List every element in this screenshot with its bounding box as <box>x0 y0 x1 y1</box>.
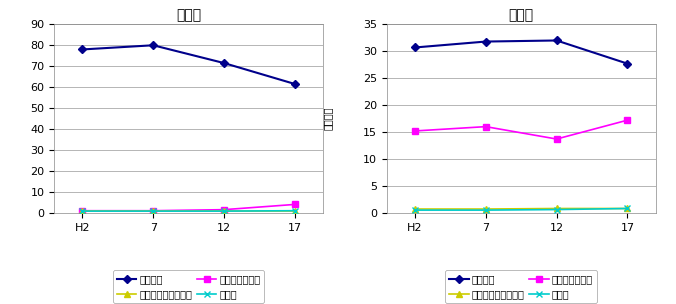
主に仕事 <box>552 39 560 42</box>
主に仕事 <box>220 61 228 65</box>
家事のほか仕事 <box>623 118 631 122</box>
Line: 家事のほか仕事: 家事のほか仕事 <box>412 117 630 142</box>
Line: 主に仕事: 主に仕事 <box>412 38 630 66</box>
休業者 <box>623 207 631 210</box>
家事のほか仕事 <box>220 208 228 212</box>
Line: 家事のほか仕事: 家事のほか仕事 <box>80 202 297 213</box>
主に仕事 <box>149 43 158 47</box>
通学のかたわら仕事 <box>291 209 299 213</box>
休業者 <box>482 208 490 212</box>
休業者 <box>78 209 87 213</box>
通学のかたわら仕事 <box>623 207 631 210</box>
通学のかたわら仕事 <box>482 207 490 211</box>
Line: 休業者: 休業者 <box>80 208 297 214</box>
休業者 <box>220 209 228 213</box>
通学のかたわら仕事 <box>78 209 87 213</box>
休業者 <box>411 208 419 212</box>
休業者 <box>149 209 158 213</box>
Line: 主に仕事: 主に仕事 <box>80 43 297 87</box>
Legend: 主に仕事, 通学のかたわら仕事, 家事のほか仕事, 休業者: 主に仕事, 通学のかたわら仕事, 家事のほか仕事, 休業者 <box>445 271 597 303</box>
主に仕事 <box>482 40 490 43</box>
Title: （男）: （男） <box>176 8 201 22</box>
主に仕事 <box>623 62 631 65</box>
休業者 <box>291 209 299 212</box>
休業者 <box>552 208 560 211</box>
Line: 休業者: 休業者 <box>412 206 630 213</box>
家事のほか仕事 <box>552 137 560 141</box>
Legend: 主に仕事, 通学のかたわら仕事, 家事のほか仕事, 休業者: 主に仕事, 通学のかたわら仕事, 家事のほか仕事, 休業者 <box>113 271 264 303</box>
Title: （女）: （女） <box>508 8 534 22</box>
家事のほか仕事 <box>78 209 87 212</box>
通学のかたわら仕事 <box>552 207 560 210</box>
通学のかたわら仕事 <box>220 209 228 213</box>
Line: 通学のかたわら仕事: 通学のかたわら仕事 <box>412 206 630 212</box>
通学のかたわら仕事 <box>411 207 419 211</box>
主に仕事 <box>411 46 419 49</box>
家事のほか仕事 <box>291 202 299 206</box>
Text: （千人）: （千人） <box>322 107 333 130</box>
家事のほか仕事 <box>411 129 419 133</box>
Line: 通学のかたわら仕事: 通学のかたわら仕事 <box>80 208 297 214</box>
通学のかたわら仕事 <box>149 209 158 213</box>
家事のほか仕事 <box>149 209 158 212</box>
主に仕事 <box>291 82 299 86</box>
家事のほか仕事 <box>482 125 490 129</box>
主に仕事 <box>78 48 87 51</box>
